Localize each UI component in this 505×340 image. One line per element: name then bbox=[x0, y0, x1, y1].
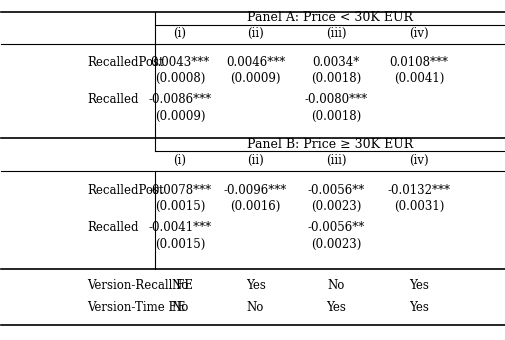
Text: (0.0009): (0.0009) bbox=[230, 72, 280, 85]
Text: (iv): (iv) bbox=[409, 27, 428, 40]
Text: Recalled: Recalled bbox=[87, 221, 138, 234]
Text: (0.0023): (0.0023) bbox=[310, 238, 361, 251]
Text: Yes: Yes bbox=[245, 279, 265, 292]
Text: 0.0043***: 0.0043*** bbox=[150, 56, 209, 69]
Text: -0.0041***: -0.0041*** bbox=[148, 221, 211, 234]
Text: Version-Recall FE: Version-Recall FE bbox=[87, 279, 192, 292]
Text: (0.0015): (0.0015) bbox=[155, 200, 205, 213]
Text: -0.0056**: -0.0056** bbox=[307, 184, 364, 197]
Text: Yes: Yes bbox=[409, 301, 428, 314]
Text: (iv): (iv) bbox=[409, 154, 428, 167]
Text: RecalledPost: RecalledPost bbox=[87, 56, 163, 69]
Text: 0.0108***: 0.0108*** bbox=[389, 56, 447, 69]
Text: (0.0041): (0.0041) bbox=[393, 72, 443, 85]
Text: Version-Time FE: Version-Time FE bbox=[87, 301, 185, 314]
Text: 0.0046***: 0.0046*** bbox=[225, 56, 285, 69]
Text: (0.0015): (0.0015) bbox=[155, 238, 205, 251]
Text: (0.0031): (0.0031) bbox=[393, 200, 443, 213]
Text: (iii): (iii) bbox=[325, 154, 345, 167]
Text: Recalled: Recalled bbox=[87, 93, 138, 106]
Text: (ii): (ii) bbox=[246, 27, 264, 40]
Text: (0.0018): (0.0018) bbox=[310, 72, 361, 85]
Text: Yes: Yes bbox=[325, 301, 345, 314]
Text: (0.0016): (0.0016) bbox=[230, 200, 280, 213]
Text: (iii): (iii) bbox=[325, 27, 345, 40]
Text: RecalledPost: RecalledPost bbox=[87, 184, 163, 197]
Text: No: No bbox=[171, 301, 188, 314]
Text: -0.0132***: -0.0132*** bbox=[387, 184, 449, 197]
Text: No: No bbox=[171, 279, 188, 292]
Text: -0.0078***: -0.0078*** bbox=[148, 184, 211, 197]
Text: -0.0086***: -0.0086*** bbox=[148, 93, 211, 106]
Text: -0.0096***: -0.0096*** bbox=[223, 184, 286, 197]
Text: Yes: Yes bbox=[409, 279, 428, 292]
Text: 0.0034*: 0.0034* bbox=[312, 56, 359, 69]
Text: Panel A: Price < 30K EUR: Panel A: Price < 30K EUR bbox=[246, 12, 412, 24]
Text: -0.0056**: -0.0056** bbox=[307, 221, 364, 234]
Text: (0.0009): (0.0009) bbox=[155, 109, 205, 122]
Text: (0.0018): (0.0018) bbox=[310, 109, 361, 122]
Text: (i): (i) bbox=[173, 154, 186, 167]
Text: No: No bbox=[246, 301, 264, 314]
Text: (0.0008): (0.0008) bbox=[155, 72, 205, 85]
Text: Panel B: Price ≥ 30K EUR: Panel B: Price ≥ 30K EUR bbox=[246, 138, 412, 151]
Text: -0.0080***: -0.0080*** bbox=[304, 93, 367, 106]
Text: (i): (i) bbox=[173, 27, 186, 40]
Text: No: No bbox=[327, 279, 344, 292]
Text: (ii): (ii) bbox=[246, 154, 264, 167]
Text: (0.0023): (0.0023) bbox=[310, 200, 361, 213]
